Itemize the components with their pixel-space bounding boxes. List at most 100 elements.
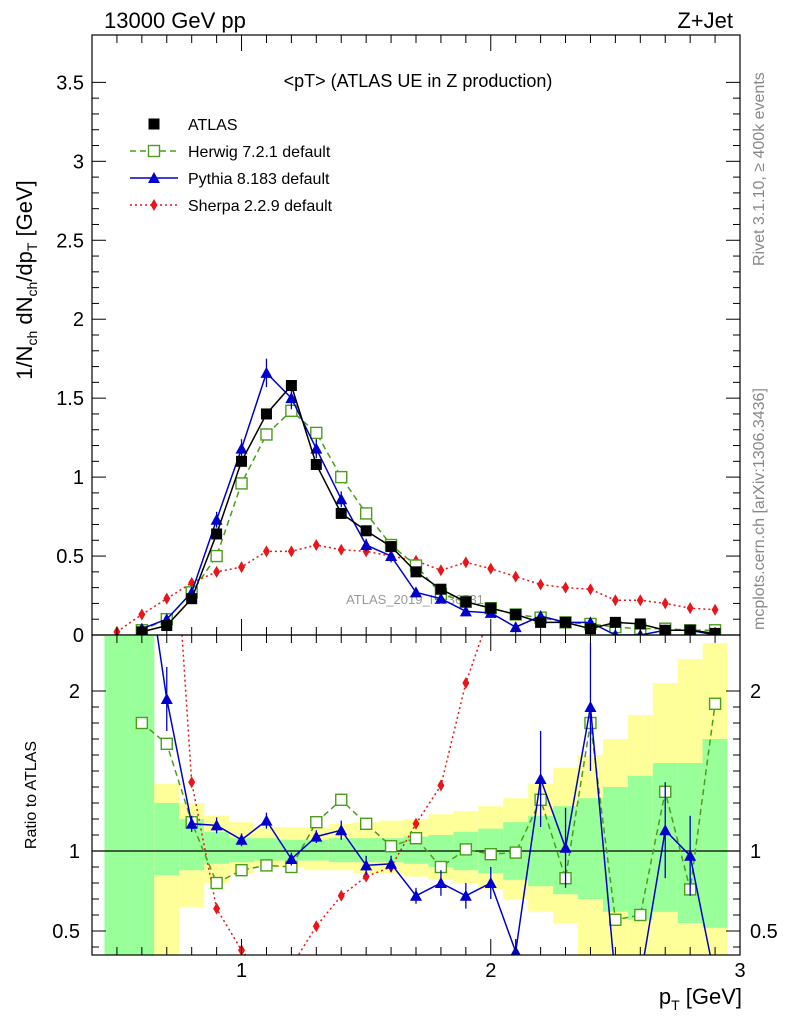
ratio-herwig-point: [135, 716, 149, 730]
ratio-ytick-label-right: 1: [750, 841, 761, 863]
main-pythia-line: [141, 371, 716, 635]
main-sherpa-point: [238, 561, 246, 574]
ratio-pythia-point: [659, 824, 672, 836]
ratio-pythia-point: [534, 773, 547, 784]
band-green: [702, 739, 728, 928]
main-pythia-point: [434, 592, 447, 604]
ratio-herwig-point: [160, 737, 173, 750]
main-pythia-point: [260, 366, 273, 378]
main-herwig-point: [359, 507, 373, 520]
main-data-point: [186, 593, 198, 605]
main-pythia-point: [360, 539, 373, 550]
band-green: [627, 775, 653, 920]
band-green: [303, 839, 329, 861]
ratio-pythia-point: [459, 889, 472, 901]
ratio-herwig-point: [509, 846, 522, 859]
main-data-point: [609, 616, 621, 628]
main-sherpa-point: [562, 581, 570, 594]
main-data-point: [460, 596, 472, 608]
ratio-xtick-label: 2: [485, 960, 496, 982]
band-green: [254, 838, 279, 861]
main-ylabel: 1/Nch dNch/dpT [GeV]: [12, 180, 40, 380]
main-sherpa-point: [163, 592, 171, 605]
ratio-pythia-point: [684, 849, 697, 861]
ratio-herwig-point: [359, 817, 373, 830]
ratio-herwig-point: [235, 864, 248, 877]
main-sherpa-point: [437, 564, 445, 577]
legend-label: ATLAS: [188, 117, 238, 134]
main-data-point: [335, 507, 347, 519]
ratio-ytick-label: 1: [69, 841, 80, 863]
main-data-point: [510, 608, 522, 620]
main-herwig-point: [335, 470, 348, 484]
main-data-point: [260, 408, 272, 420]
main-pythia-point: [210, 513, 223, 525]
legend: ATLAS Herwig 7.2.1 default Pythia 8.183 de…: [130, 117, 333, 215]
main-herwig-point: [310, 426, 323, 440]
ratio-pythia-point: [360, 859, 373, 871]
legend-marker: [150, 199, 158, 211]
ratio-sherpa-point: [163, 397, 170, 409]
main-data-point: [410, 566, 422, 578]
main-data-point: [560, 616, 572, 628]
ratio-pythia-point: [310, 830, 323, 842]
ratio-herwig-point: [459, 843, 473, 856]
ratio-sherpa-point: [337, 889, 345, 902]
main-pythia-point: [310, 442, 323, 454]
ratio-pythia-point: [609, 973, 621, 984]
ratio-xtick-label: 3: [734, 960, 745, 982]
main-sherpa-point: [711, 603, 719, 616]
main-pythia-point: [385, 550, 398, 562]
ratio-pythia-point: [185, 817, 198, 829]
main-data-point: [535, 616, 547, 628]
main-sherpa-point: [138, 608, 146, 621]
ratio-sherpa-point: [188, 776, 196, 789]
ratio-herwig-point: [484, 848, 497, 861]
main-sherpa-point: [512, 570, 520, 583]
ratio-pythia-point: [709, 973, 721, 984]
ratio-herwig-point: [335, 793, 348, 806]
main-data-point: [161, 620, 173, 632]
ratio-pythia-point: [335, 824, 348, 836]
main-sherpa-point: [686, 602, 694, 615]
main-herwig-point: [235, 477, 248, 490]
ratio-ytick-label-right: 0.5: [750, 921, 778, 943]
band-green: [104, 635, 130, 955]
main-herwig-point: [260, 428, 273, 441]
main-pythia-point: [235, 442, 248, 454]
band-green: [154, 803, 180, 875]
ratio-pythia-point: [484, 877, 497, 888]
main-ytick-label: 0.5: [56, 546, 84, 568]
energy-label: 13000 GeV pp: [104, 8, 246, 33]
main-sherpa-point: [661, 597, 669, 610]
main-sherpa-point: [462, 556, 470, 569]
ratio-pythia-point: [260, 814, 273, 826]
ratio-sherpa-point: [512, 493, 519, 505]
ratio-sherpa-point: [263, 973, 270, 985]
main-ytick-label: 2.5: [56, 230, 84, 252]
ratio-sherpa-point: [462, 677, 470, 689]
main-data-point: [634, 618, 646, 630]
main-pythia-point: [509, 621, 522, 633]
ratio-ytick-label: 0.5: [52, 921, 80, 943]
main-herwig-point: [210, 549, 223, 563]
legend-marker: [148, 172, 160, 183]
main-data-point: [485, 602, 497, 614]
ratio-pythia-point: [136, 525, 148, 536]
ratio-herwig-point: [708, 697, 722, 710]
ratio-sherpa-point: [213, 902, 221, 915]
main-sherpa-point: [287, 545, 295, 558]
ratio-sherpa-point: [412, 817, 420, 830]
main-data-point: [385, 541, 397, 553]
main-pythia-point: [410, 586, 422, 598]
main-pythia-point: [459, 605, 472, 617]
ratio-pythia-point: [634, 973, 646, 984]
mcplots-label: mcplots.cern.ch [arXiv:1306.3436]: [751, 388, 768, 630]
main-sherpa-point: [636, 594, 644, 607]
legend-label: Herwig 7.2.1 default: [188, 144, 331, 161]
main-data-point: [435, 583, 447, 595]
ratio-pythia-point: [285, 853, 298, 864]
main-pythia-point: [285, 392, 298, 404]
process-label: Z+Jet: [677, 8, 733, 33]
